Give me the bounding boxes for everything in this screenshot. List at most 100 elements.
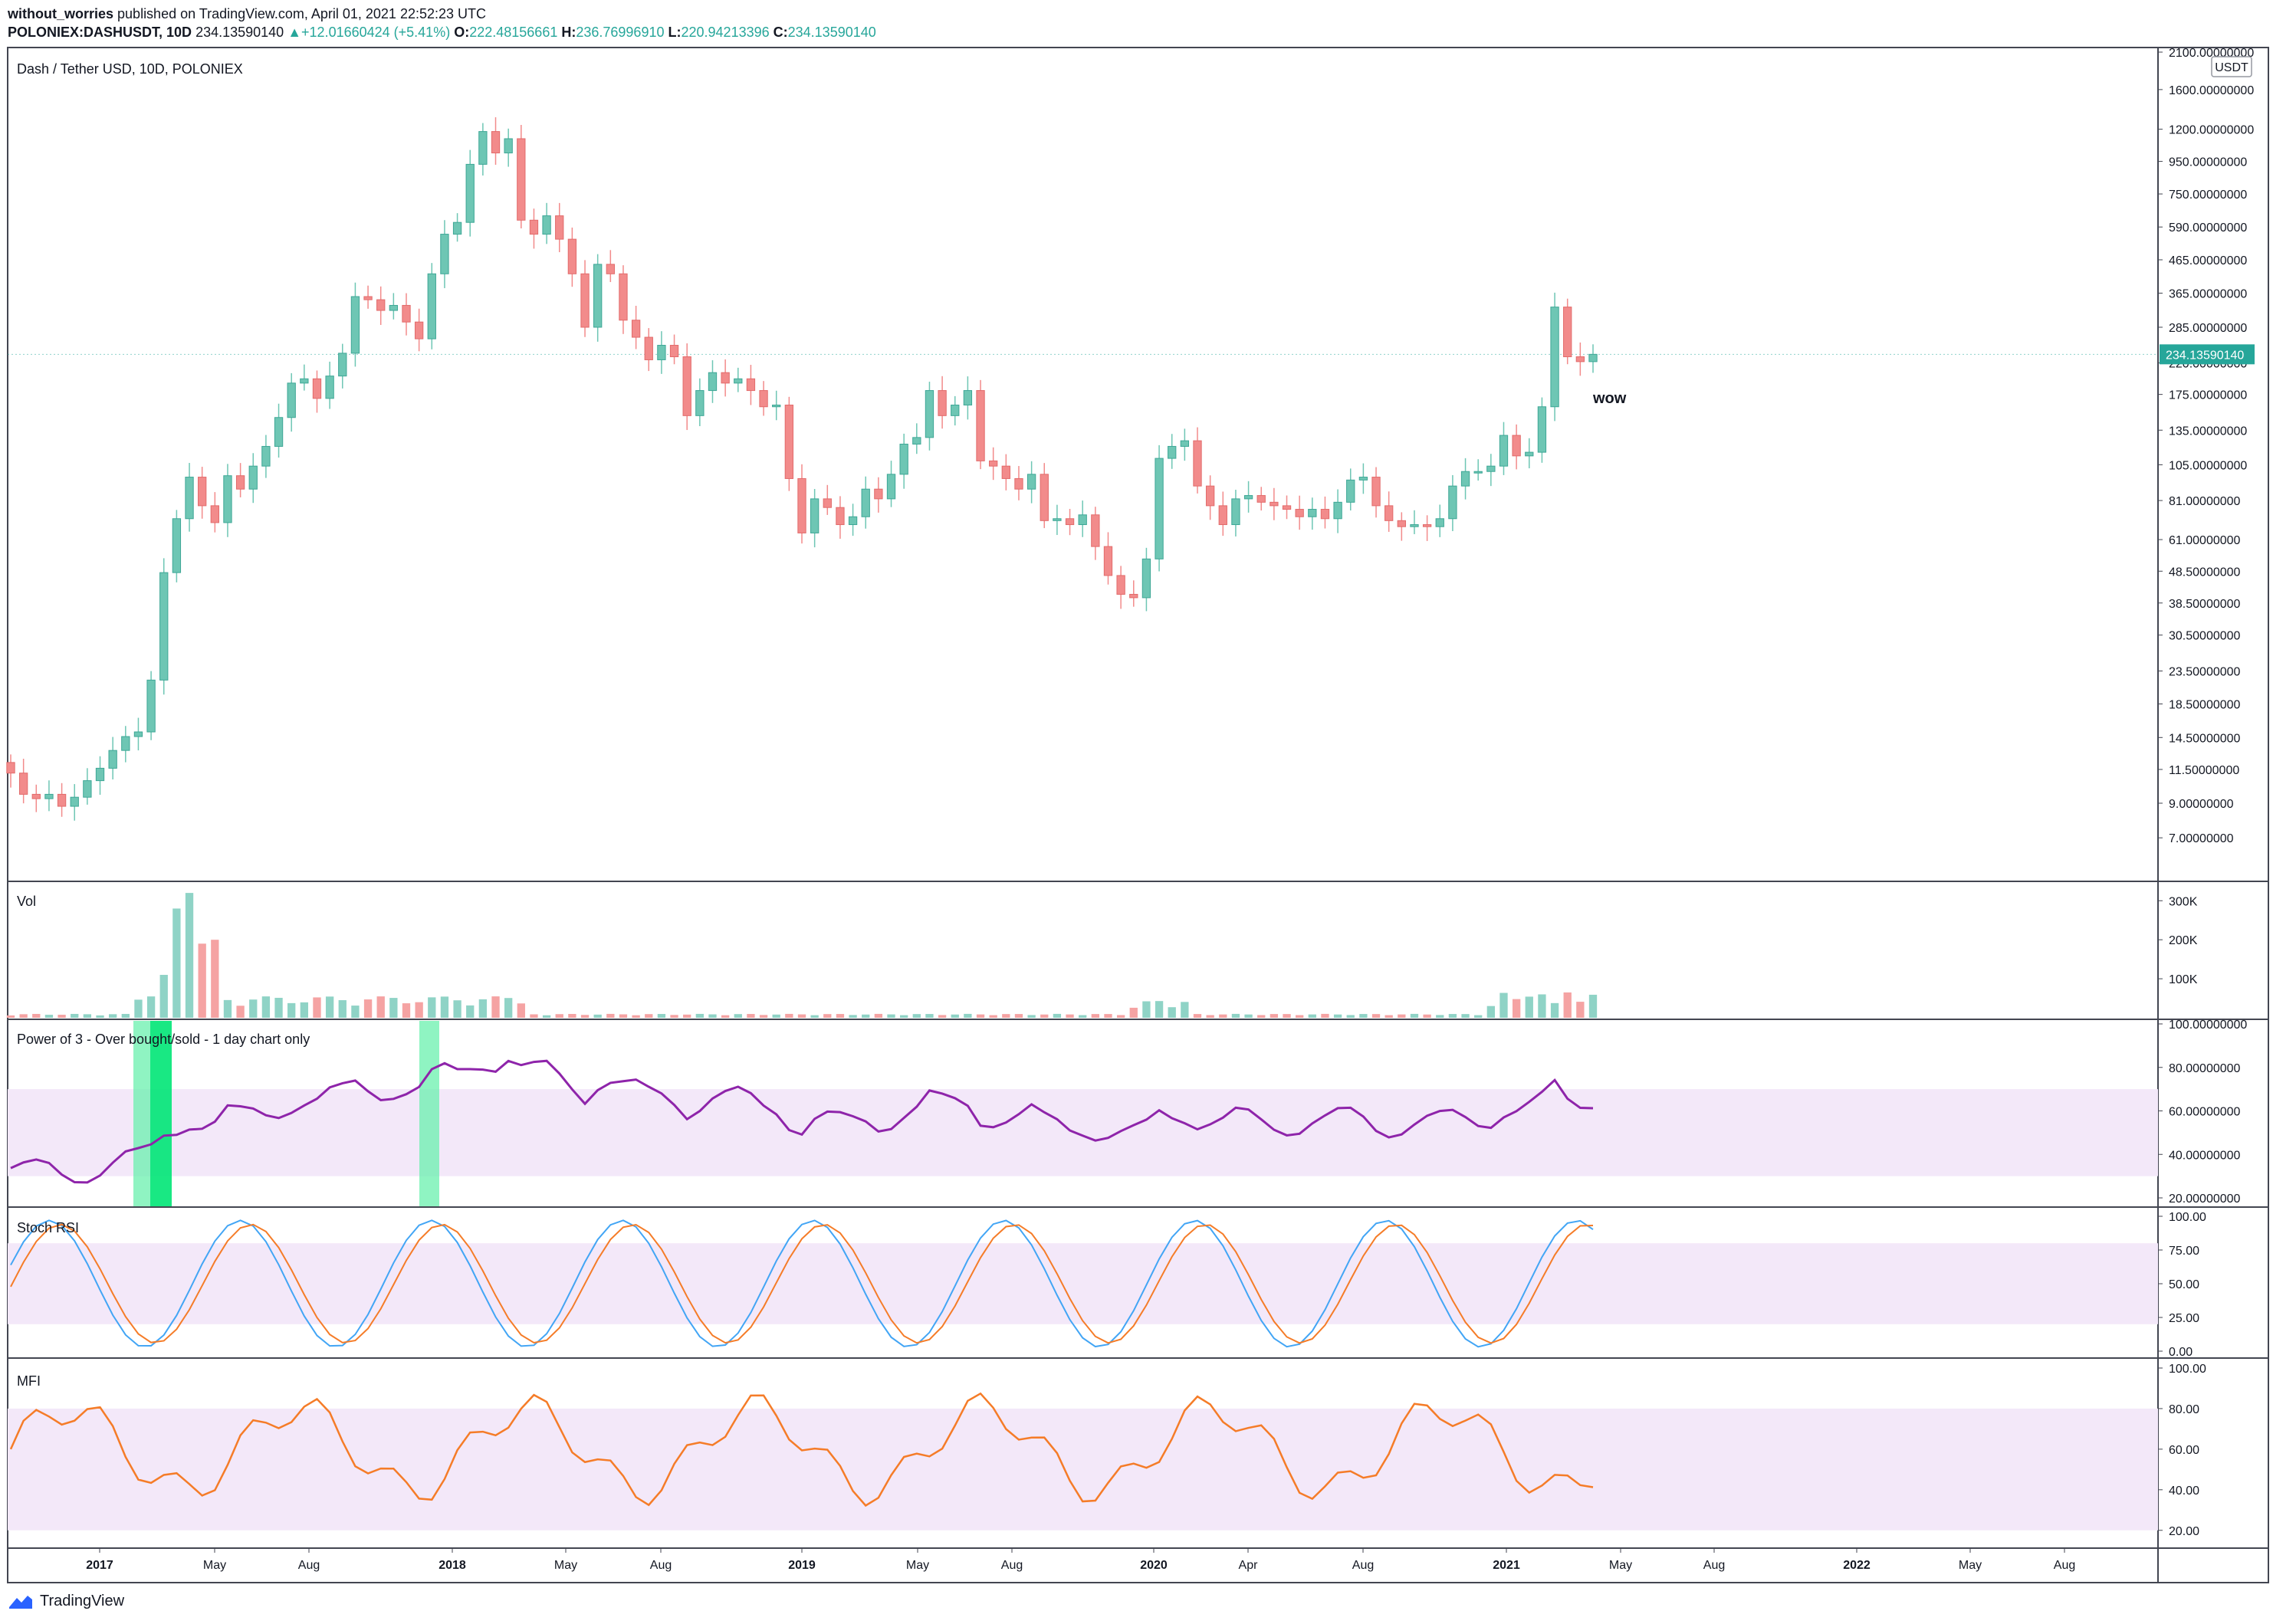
currency-badge bbox=[2211, 56, 2252, 77]
volume-bar bbox=[1359, 1014, 1368, 1018]
overbought-zone-light bbox=[419, 1021, 439, 1206]
candle bbox=[300, 378, 309, 384]
candle bbox=[287, 382, 296, 418]
candle bbox=[1588, 353, 1598, 363]
volume-bar bbox=[453, 1000, 461, 1018]
volume-bar bbox=[1436, 1015, 1444, 1018]
volume-bar bbox=[1129, 1007, 1138, 1018]
stoch-d-line bbox=[10, 1223, 1594, 1344]
candle bbox=[1116, 575, 1125, 595]
volume-bar bbox=[645, 1014, 653, 1018]
time-tick-label: Aug bbox=[1352, 1559, 1374, 1572]
volume-bar bbox=[1244, 1014, 1253, 1018]
volume-bar bbox=[1333, 1014, 1342, 1018]
volume-bar bbox=[1563, 992, 1572, 1018]
candle bbox=[989, 460, 998, 467]
mfi-tick-label: 20.00 bbox=[2169, 1525, 2199, 1538]
volume-bar bbox=[1448, 1014, 1457, 1018]
candle bbox=[1435, 518, 1444, 527]
high-label: H: bbox=[561, 25, 576, 40]
volume-bar bbox=[325, 996, 334, 1018]
candle bbox=[555, 215, 564, 240]
volume-bar bbox=[530, 1014, 538, 1018]
stoch-tick-label: 75.00 bbox=[2169, 1245, 2199, 1258]
volume-bar bbox=[428, 997, 436, 1018]
volume-bar bbox=[606, 1013, 615, 1018]
volume-bar bbox=[363, 999, 373, 1018]
price-tick-label: 1600.00000000 bbox=[2169, 84, 2254, 97]
candle bbox=[1346, 479, 1355, 503]
candle bbox=[402, 304, 411, 323]
candle bbox=[899, 443, 908, 475]
volume-bar bbox=[32, 1013, 41, 1018]
stoch-title: Stoch RSI bbox=[17, 1220, 79, 1235]
volume-bar bbox=[198, 943, 206, 1018]
candle bbox=[31, 793, 41, 799]
volume-bar bbox=[44, 1015, 54, 1018]
candle bbox=[146, 679, 156, 733]
volume-bar bbox=[274, 997, 283, 1018]
candle bbox=[1422, 524, 1432, 527]
volume-bar bbox=[1104, 1014, 1112, 1018]
stoch-tick-label: 50.00 bbox=[2169, 1278, 2199, 1291]
candle bbox=[925, 390, 934, 438]
volume-bar bbox=[925, 1014, 934, 1018]
candle bbox=[83, 780, 92, 798]
candle bbox=[1473, 471, 1483, 474]
candle bbox=[338, 353, 347, 377]
time-tick-label: 2021 bbox=[1493, 1559, 1520, 1572]
open-label: O: bbox=[454, 25, 470, 40]
tradingview-logo-icon bbox=[9, 1595, 32, 1609]
candle bbox=[657, 345, 666, 360]
volume-bar bbox=[159, 975, 168, 1018]
volume-bar bbox=[109, 1014, 117, 1018]
price-tick-label: 9.00000000 bbox=[2169, 798, 2234, 811]
candle bbox=[363, 296, 373, 300]
price-tick-label: 18.50000000 bbox=[2169, 699, 2241, 712]
time-tick-label: May bbox=[906, 1559, 929, 1572]
volume-bar bbox=[389, 998, 398, 1018]
volume-bar bbox=[185, 893, 194, 1018]
mfi-tick-label: 40.00 bbox=[2169, 1485, 2199, 1498]
power3-tick-label: 60.00000000 bbox=[2169, 1106, 2241, 1119]
volume-bar bbox=[734, 1014, 742, 1018]
volume-bar bbox=[300, 1002, 308, 1018]
volume-bar bbox=[134, 999, 143, 1018]
volume-bar bbox=[83, 1014, 92, 1018]
price-tick-label: 135.00000000 bbox=[2169, 425, 2247, 438]
candle bbox=[1270, 501, 1279, 507]
volume-bar bbox=[1116, 1015, 1125, 1018]
candle bbox=[823, 498, 832, 508]
time-tick-label: Aug bbox=[2054, 1559, 2075, 1572]
volume-bar bbox=[1576, 1002, 1585, 1018]
candle bbox=[1448, 485, 1457, 520]
volume-bar bbox=[211, 940, 219, 1018]
volume-bar bbox=[1155, 1001, 1164, 1018]
volume-bar bbox=[415, 1002, 423, 1018]
price-tick-label: 81.00000000 bbox=[2169, 495, 2241, 508]
volume-bar bbox=[887, 1014, 895, 1018]
candle bbox=[1371, 477, 1381, 507]
volume-bar bbox=[772, 1014, 780, 1018]
volume-bar bbox=[338, 1000, 347, 1018]
volume-bar bbox=[1002, 1014, 1010, 1018]
candle bbox=[44, 793, 54, 799]
volume-bar bbox=[1066, 1014, 1074, 1018]
volume-bar bbox=[568, 1014, 576, 1018]
candle bbox=[1550, 307, 1559, 408]
volume-bar bbox=[670, 1015, 678, 1018]
volume-bar bbox=[1168, 1007, 1176, 1018]
candle bbox=[938, 390, 947, 416]
price-tick-label: 465.00000000 bbox=[2169, 254, 2247, 267]
footer-logo[interactable]: TradingView bbox=[8, 1593, 124, 1610]
publisher-name[interactable]: without_worries bbox=[8, 6, 114, 21]
last-price-badge bbox=[2160, 344, 2255, 365]
candle bbox=[414, 321, 424, 340]
candle bbox=[963, 390, 973, 406]
candle bbox=[1205, 485, 1215, 507]
volume-bar bbox=[504, 998, 513, 1018]
volume-bar bbox=[1206, 1015, 1214, 1018]
volume-bar bbox=[1283, 1014, 1291, 1018]
volume-bar bbox=[683, 1014, 691, 1018]
